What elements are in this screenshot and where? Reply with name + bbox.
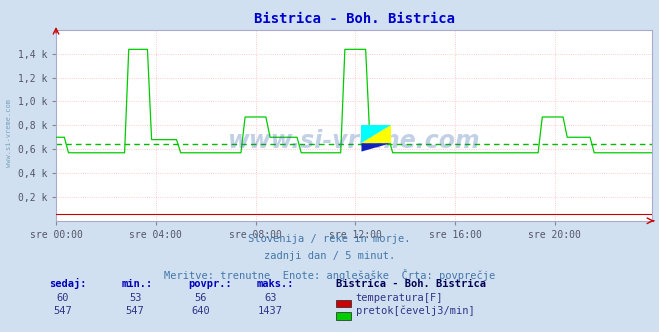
Text: Slovenija / reke in morje.: Slovenija / reke in morje. <box>248 234 411 244</box>
Text: www.si-vreme.com: www.si-vreme.com <box>228 128 480 153</box>
Text: www.si-vreme.com: www.si-vreme.com <box>5 99 12 167</box>
Text: Meritve: trenutne  Enote: anglešaške  Črta: povprečje: Meritve: trenutne Enote: anglešaške Črta… <box>164 269 495 281</box>
Text: maks.:: maks.: <box>257 279 295 289</box>
Text: povpr.:: povpr.: <box>188 279 231 289</box>
Text: min.:: min.: <box>122 279 153 289</box>
Polygon shape <box>362 125 391 143</box>
Title: Bistrica - Boh. Bistrica: Bistrica - Boh. Bistrica <box>254 12 455 26</box>
Text: 60: 60 <box>57 293 69 303</box>
Text: 1437: 1437 <box>258 306 283 316</box>
Text: temperatura[F]: temperatura[F] <box>356 293 444 303</box>
Polygon shape <box>362 143 391 152</box>
Text: sedaj:: sedaj: <box>49 278 87 289</box>
Text: 56: 56 <box>195 293 207 303</box>
Text: 63: 63 <box>264 293 276 303</box>
Text: 547: 547 <box>53 306 72 316</box>
Text: 640: 640 <box>192 306 210 316</box>
Polygon shape <box>362 125 391 143</box>
Text: zadnji dan / 5 minut.: zadnji dan / 5 minut. <box>264 251 395 261</box>
Text: 547: 547 <box>126 306 144 316</box>
Text: 53: 53 <box>129 293 141 303</box>
Text: pretok[čevelj3/min]: pretok[čevelj3/min] <box>356 305 474 316</box>
Text: Bistrica - Boh. Bistrica: Bistrica - Boh. Bistrica <box>336 279 486 289</box>
